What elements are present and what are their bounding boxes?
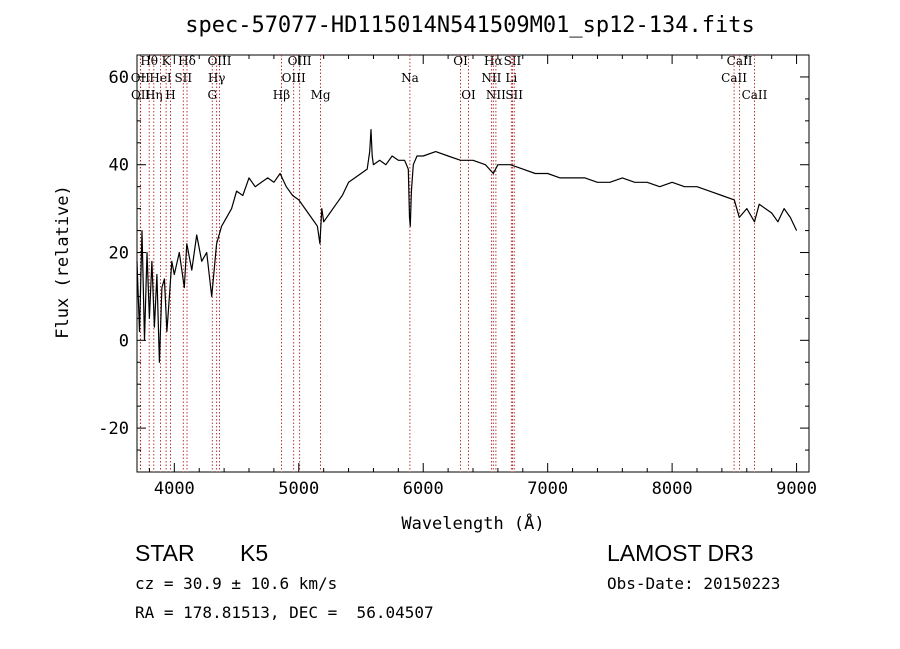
x-tick-label: 5000	[278, 479, 319, 499]
x-tick-label: 8000	[652, 479, 693, 499]
spectral-line-label: Na	[401, 71, 419, 85]
spectral-line-label: Hθ	[140, 54, 158, 68]
spectral-line-label: CaII	[721, 71, 747, 85]
x-tick-label: 9000	[776, 479, 817, 499]
spectral-line-label: K	[162, 54, 172, 68]
object-subclass: K5	[240, 540, 269, 566]
spectral-line-label: SII	[174, 71, 192, 85]
y-axis-label: Flux (relative)	[53, 185, 73, 339]
coordinates-readout: RA = 178.81513, DEC = 56.04507	[135, 603, 434, 622]
y-tick-label: 40	[109, 156, 129, 176]
spectral-line-label: G	[207, 88, 217, 102]
spectrum-line	[136, 129, 798, 363]
spectral-line-label: OIII	[282, 71, 306, 85]
spectral-line-label: CaII	[742, 88, 768, 102]
object-class: STAR	[135, 540, 195, 566]
spectral-line-label: Hδ	[178, 54, 196, 68]
spectral-line-label: HeI	[149, 71, 172, 85]
spectral-line-label: CaII	[727, 54, 753, 68]
y-tick-label: -20	[98, 419, 129, 439]
spectral-line-label: NII	[481, 71, 501, 85]
spectral-line-label: Hη	[145, 88, 163, 102]
x-tick-label: 4000	[154, 479, 195, 499]
chart-title: spec-57077-HD115014N541509M01_sp12-134.f…	[185, 13, 755, 38]
plot-frame	[136, 54, 810, 473]
redshift-readout: cz = 30.9 ± 10.6 km/s	[135, 574, 338, 593]
spectral-line-label: OI	[461, 88, 476, 102]
spectral-line-label: NII	[486, 88, 506, 102]
spectral-line-label: Hα	[484, 54, 503, 68]
x-tick-label: 7000	[527, 479, 568, 499]
spectral-line-label: OIII	[207, 54, 231, 68]
y-tick-label: 60	[109, 68, 129, 88]
spectral-line-label: OII	[131, 88, 151, 102]
spectral-line-label: Mg	[311, 88, 331, 102]
spectral-line-label: OIII	[288, 54, 312, 68]
axis-ticks: 4000 5000 6000 7000 8000 9000 -20 0 20 40 60	[98, 54, 817, 499]
spectral-line-label: Li	[505, 71, 517, 85]
spectral-line-label: Hβ	[273, 88, 290, 102]
observation-date: Obs-Date: 20150223	[607, 574, 781, 593]
spectrum-series	[136, 129, 798, 363]
spectral-line-label: OII	[131, 71, 151, 85]
spectral-line-label: H	[165, 88, 175, 102]
y-tick-label: 20	[109, 244, 129, 264]
spectral-line-label: OI	[453, 54, 468, 68]
spectral-line-label: SII	[504, 54, 522, 68]
x-tick-label: 6000	[403, 479, 444, 499]
spectral-line-label: SII	[505, 88, 523, 102]
y-tick-label: 0	[119, 331, 129, 351]
spectral-line-label: Hγ	[208, 71, 226, 85]
survey-name: LAMOST DR3	[607, 540, 754, 566]
x-axis-label: Wavelength (Å)	[401, 512, 544, 534]
